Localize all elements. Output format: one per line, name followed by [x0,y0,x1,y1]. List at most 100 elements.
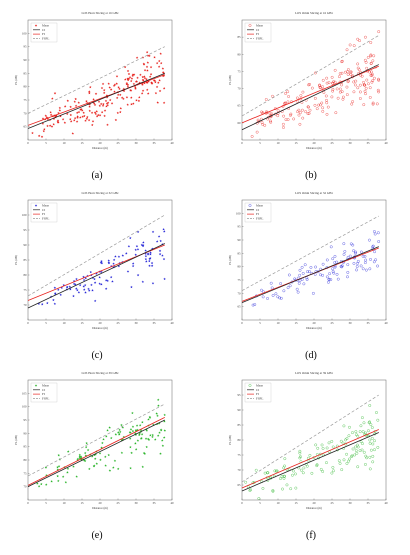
meas-points [251,230,381,307]
y-tick-label: 70 [24,485,28,489]
meas-point [345,85,349,89]
meas-point [336,277,340,281]
fspl-line [241,394,379,483]
meas-point [103,109,107,112]
meas-point [345,437,349,440]
x-tick-label: 0 [241,321,243,325]
legend-label: CI [256,388,259,392]
meas-point [345,48,349,52]
x-tick-label: 15 [81,501,85,505]
x-tick-label: 10 [277,501,281,505]
meas-point [368,420,371,424]
y-tick-label: 95 [24,228,28,232]
meas-point [158,89,162,93]
meas-point [285,483,289,487]
meas-point [95,462,98,465]
y-tick-label: 80 [238,438,242,442]
legend-label: FSPL [256,396,263,400]
legend-label: Meas [256,384,264,388]
meas-point [314,265,317,269]
meas-point [356,259,360,263]
y-tick-label: 90 [238,408,242,412]
meas-point [82,285,85,288]
chart-title: LOS Horn Slicing at 39 GHz [81,371,119,375]
meas-point [107,259,110,262]
meas-point [293,277,297,281]
meas-point [295,287,299,291]
meas-point [93,281,97,284]
meas-point [141,280,145,283]
meas-point [144,437,148,440]
meas-point [146,54,150,57]
meas-point [135,56,139,59]
meas-point [137,99,141,102]
meas-point [340,468,344,471]
meas-point [139,428,143,432]
x-tick-label: 25 [331,321,335,325]
meas-point [163,429,167,432]
meas-point [108,426,111,429]
meas-point [111,280,114,283]
meas-point [336,96,340,100]
meas-point [157,81,160,84]
meas-point [121,426,125,429]
meas-point [57,453,60,457]
meas-point [143,81,146,85]
x-tick-label: 20 [99,141,103,145]
meas-point [149,72,153,76]
meas-point [93,103,97,106]
meas-point [113,459,117,462]
meas-point [340,60,344,64]
x-tick-label: 0 [27,501,29,505]
meas-point [369,54,373,58]
meas-point [149,434,152,437]
meas-point [61,118,65,121]
meas-point [93,453,96,457]
meas-point [371,245,374,249]
meas-point [315,463,319,467]
meas-point [325,81,329,85]
meas-point [82,278,86,282]
meas-point [118,87,121,90]
x-tick-label: 40 [385,501,389,505]
meas-point [118,428,121,431]
meas-point [354,250,357,254]
meas-point [120,96,124,99]
meas-point [260,121,264,124]
meas-point [355,268,358,272]
meas-point [41,122,45,125]
meas-point [104,99,108,102]
meas-point [116,93,120,96]
meas-point [347,434,351,438]
meas-point [316,446,320,450]
meas-point [105,105,108,108]
meas-point [369,62,373,65]
x-tick-label: 10 [277,141,281,145]
meas-point [351,431,354,435]
meas-point [69,120,73,123]
meas-point [58,106,62,110]
y-tick-label: 90 [24,58,28,62]
meas-point [356,37,360,41]
meas-point [297,108,301,112]
meas-point [84,119,87,122]
meas-point [325,98,328,102]
x-tick-label: 30 [349,501,353,505]
meas-point [301,272,305,275]
meas-point [355,433,358,437]
legend-marker-meas [248,24,252,27]
meas-point [309,266,313,269]
meas-point [89,85,92,89]
chart-panel-6: LOS Omni Slicing at 39 GHz 0 5 10 15 20 25 30 35… [228,371,388,541]
legend-label: FSPL [42,396,49,400]
meas-point [310,86,314,90]
meas-point [154,438,157,441]
meas-point [95,110,98,113]
meas-point [73,116,77,120]
meas-point [321,447,325,450]
fi-line [27,416,165,486]
x-tick-label: 30 [135,321,139,325]
y-tick-label: 80 [24,458,28,462]
meas-point [134,448,138,451]
meas-point [148,416,152,419]
